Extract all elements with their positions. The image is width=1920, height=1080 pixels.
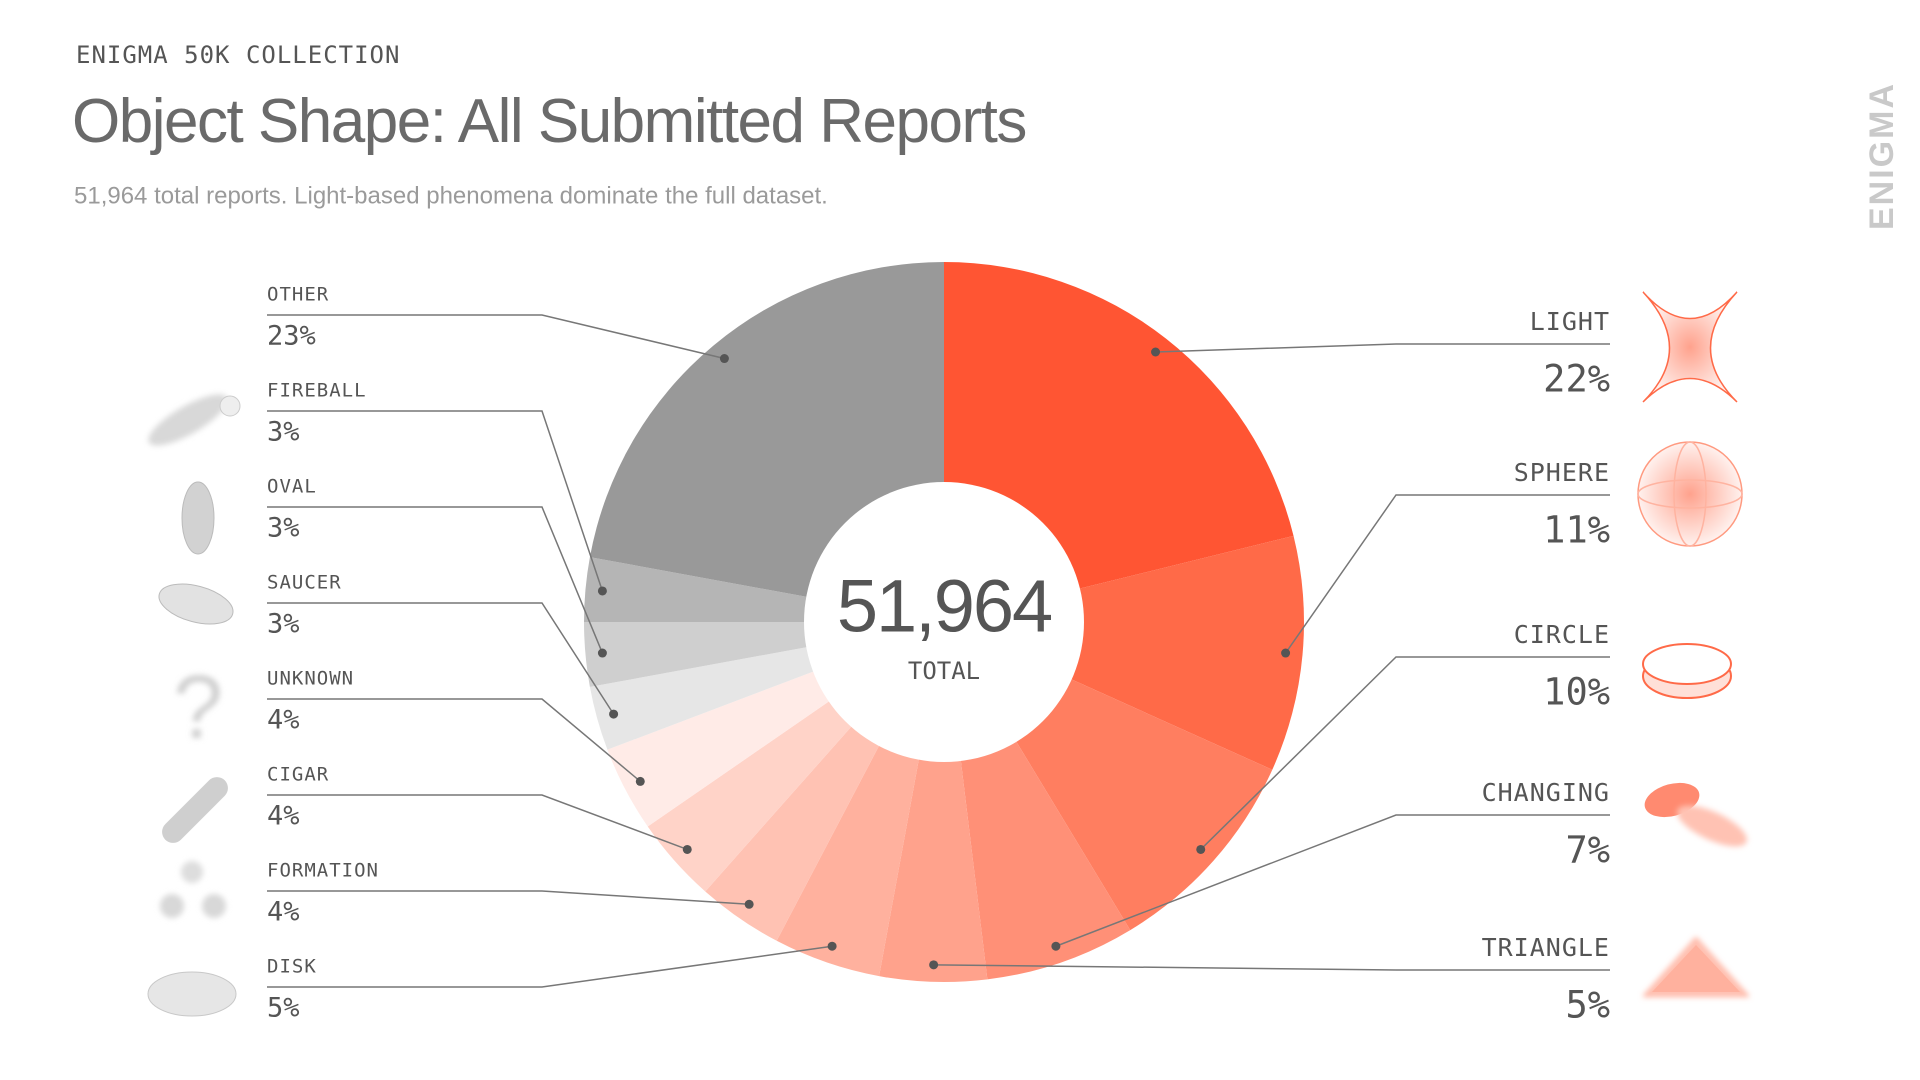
value-label: 3% — [267, 513, 300, 544]
category-label: FORMATION — [267, 860, 379, 882]
left-icons: ? — [147, 394, 241, 1017]
category-label: OVAL — [267, 476, 317, 498]
labels: LIGHT 22% SPHERE 11% CIRCLE 10% CHANGING 7% TRIA… — [267, 284, 1610, 1027]
value-label: 22% — [1543, 358, 1610, 401]
kicker: ENIGMA 50K COLLECTION — [76, 41, 400, 69]
leader-line — [267, 506, 604, 654]
icon-unknown: ? — [173, 658, 223, 758]
category-label: LIGHT — [1530, 307, 1610, 336]
center-value: 51,964 — [837, 565, 1051, 648]
leader-dot — [597, 586, 607, 596]
category-label: DISK — [267, 956, 317, 978]
icon-cigar — [162, 777, 228, 843]
leader-line — [1284, 494, 1610, 654]
category-label: CIRCLE — [1514, 620, 1610, 649]
value-label: 3% — [267, 609, 300, 640]
leader-line — [933, 964, 1610, 971]
category-label: TRIANGLE — [1482, 933, 1610, 962]
value-label: 3% — [267, 417, 300, 448]
icon-triangle — [1642, 936, 1750, 997]
leader-dot — [719, 354, 729, 364]
leader-dot — [682, 844, 692, 854]
chart-title: Object Shape: All Submitted Reports — [72, 87, 1026, 156]
leader-dot — [597, 648, 607, 658]
value-label: 5% — [267, 993, 300, 1024]
leader-line — [267, 945, 833, 988]
center-label: TOTAL — [908, 657, 980, 685]
leader-dot — [1151, 347, 1161, 357]
leader-dot — [1281, 648, 1291, 658]
leader-dot — [609, 709, 619, 719]
leader-line — [267, 794, 688, 851]
icon-changing — [1644, 782, 1747, 847]
icon-oval — [181, 481, 215, 555]
leader-line — [267, 410, 604, 592]
icon-fireball — [148, 394, 228, 446]
value-label: 10% — [1543, 671, 1610, 714]
leader-dot — [744, 899, 754, 909]
value-label: 4% — [267, 897, 300, 928]
slice — [944, 535, 1304, 770]
category-label: SPHERE — [1514, 458, 1610, 487]
value-label: 11% — [1543, 509, 1610, 552]
leader-dot — [1196, 844, 1206, 854]
leader-line — [1055, 814, 1610, 947]
leader-line — [1200, 656, 1610, 850]
category-label: OTHER — [267, 284, 329, 306]
icon-disk — [147, 971, 237, 1017]
leader-line — [267, 698, 641, 782]
category-label: FIREBALL — [267, 380, 367, 402]
value-label: 4% — [267, 801, 300, 832]
leader-line — [267, 602, 615, 715]
value-label: 4% — [267, 705, 300, 736]
leader-dot — [635, 776, 645, 786]
icon-circle — [1642, 643, 1732, 699]
leader-line — [1155, 343, 1610, 353]
icon-formation — [202, 894, 226, 918]
icon-formation — [181, 861, 203, 883]
leader-dot — [827, 941, 837, 951]
icon-saucer — [158, 583, 234, 625]
icon-sphere — [1637, 441, 1743, 547]
category-label: SAUCER — [267, 572, 342, 594]
category-label: CIGAR — [267, 764, 329, 786]
icon-fireball-core — [219, 395, 241, 417]
brand: ENIGMA — [1863, 82, 1901, 230]
icon-formation — [160, 894, 184, 918]
value-label: 23% — [267, 321, 316, 352]
value-label: 5% — [1565, 984, 1610, 1027]
category-label: UNKNOWN — [267, 668, 354, 690]
leader-line — [267, 314, 725, 360]
category-label: CHANGING — [1482, 778, 1610, 807]
leader-dot — [1051, 941, 1061, 951]
donut-hole — [804, 482, 1084, 762]
leader-dot — [929, 960, 939, 970]
icon-light — [1642, 291, 1738, 403]
subtitle: 51,964 total reports. Light-based phenom… — [74, 182, 828, 209]
leader-line — [267, 890, 750, 906]
value-label: 7% — [1565, 829, 1610, 872]
slice — [879, 622, 988, 982]
